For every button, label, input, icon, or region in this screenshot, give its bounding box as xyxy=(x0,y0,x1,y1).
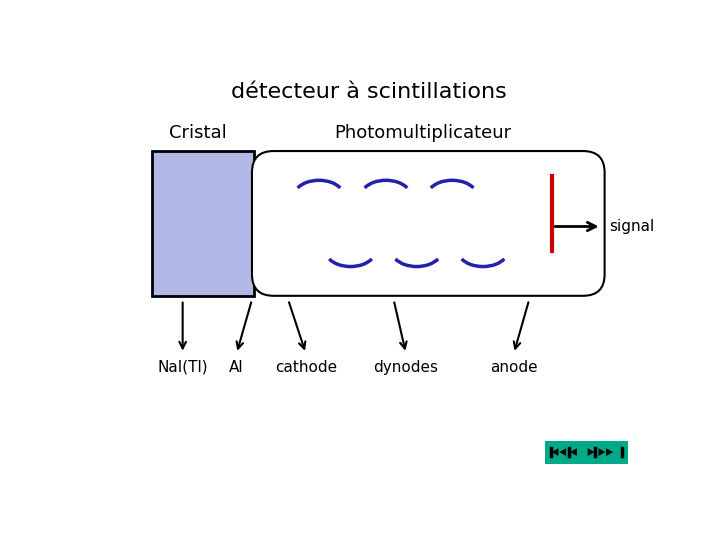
Text: anode: anode xyxy=(490,360,538,375)
Bar xyxy=(152,151,253,296)
Text: signal: signal xyxy=(609,219,654,234)
Polygon shape xyxy=(598,448,606,456)
Bar xyxy=(544,441,628,464)
Text: dynodes: dynodes xyxy=(374,360,438,375)
Text: Photomultiplicateur: Photomultiplicateur xyxy=(334,124,511,141)
Polygon shape xyxy=(559,448,566,456)
Polygon shape xyxy=(552,448,559,456)
FancyBboxPatch shape xyxy=(252,151,605,296)
Text: cathode: cathode xyxy=(275,360,337,375)
Text: Cristal: Cristal xyxy=(169,124,227,141)
Polygon shape xyxy=(570,448,577,456)
Text: détecteur à scintillations: détecteur à scintillations xyxy=(231,82,507,102)
Polygon shape xyxy=(588,448,595,456)
Text: Al: Al xyxy=(229,360,244,375)
Text: NaI(Tl): NaI(Tl) xyxy=(158,360,208,375)
Polygon shape xyxy=(606,448,613,456)
